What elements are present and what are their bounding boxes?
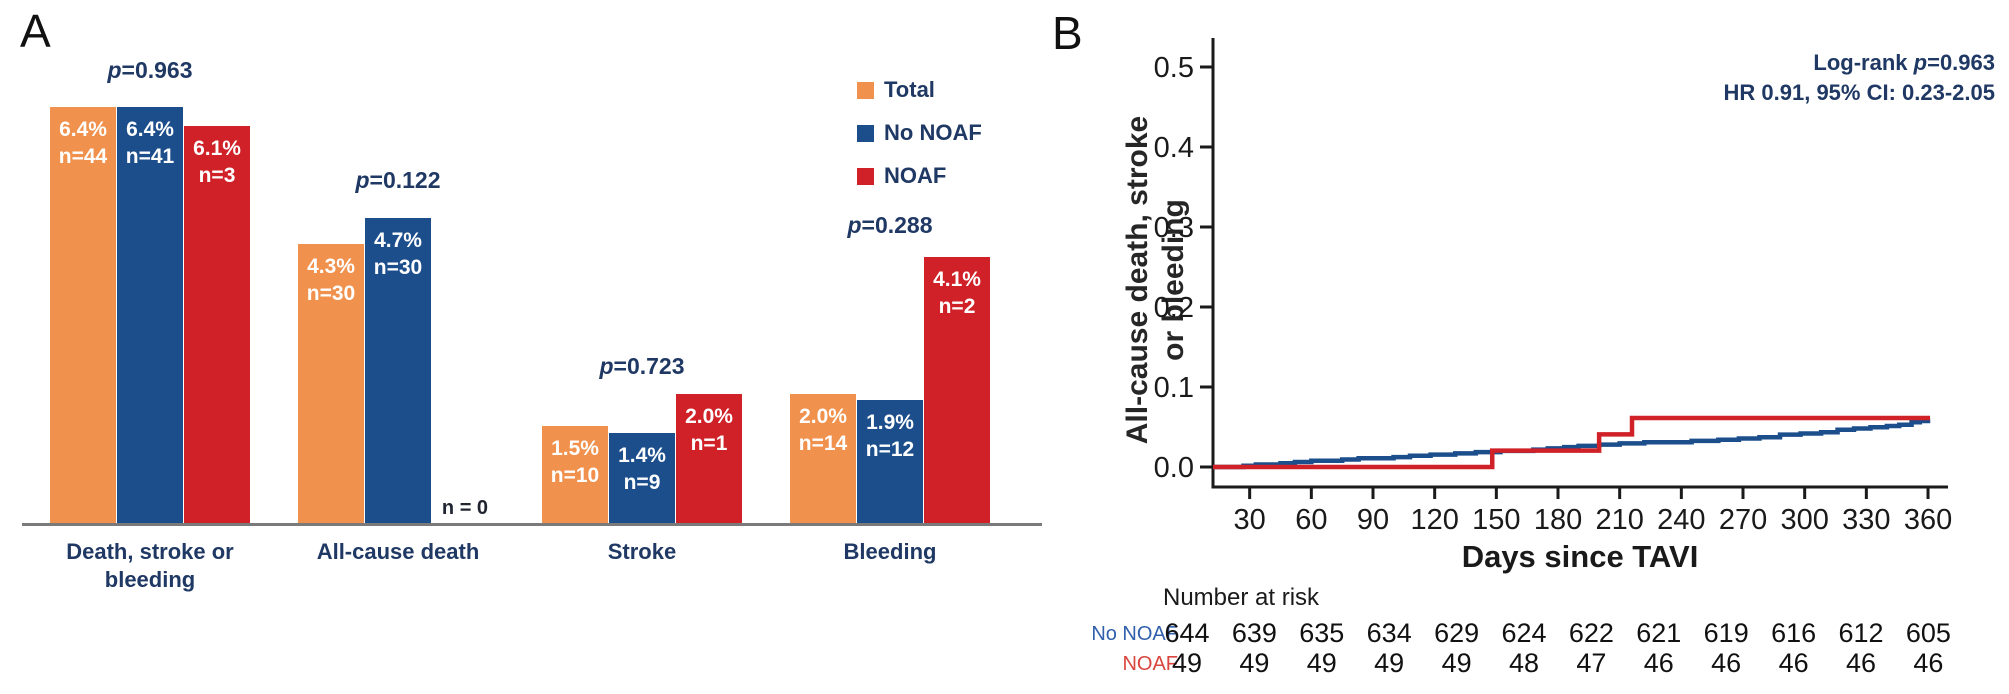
p-value-bleeding: p=0.288 bbox=[847, 212, 933, 238]
risk-value-noaf-col2: 49 bbox=[1239, 648, 1270, 678]
risk-value-noaf-col1: 49 bbox=[1171, 648, 1203, 678]
bar-no-noaf-all-cause-death: 4.7% n=30 bbox=[365, 218, 431, 524]
bar-value-label: 6.4% n=44 bbox=[58, 118, 108, 168]
risk-value-noaf-col4: 49 bbox=[1374, 648, 1405, 678]
risk-value-no-noaf-col9: 619 bbox=[1703, 618, 1749, 648]
missing-bar-label-noaf-all-cause-death: n = 0 bbox=[441, 497, 489, 519]
risk-value-no-noaf-col4: 634 bbox=[1366, 618, 1412, 648]
risk-value-no-noaf-col2: 639 bbox=[1231, 618, 1277, 648]
risk-row-label-no-noaf: No NOAF bbox=[1091, 623, 1178, 645]
x-tick-label: 210 bbox=[1595, 504, 1643, 536]
risk-value-no-noaf-col11: 612 bbox=[1838, 618, 1884, 648]
bar-total-death-stroke-or-bleeding: 6.4% n=44 bbox=[50, 107, 116, 524]
y-tick-label: 0.1 bbox=[1154, 372, 1194, 404]
x-tick-label: 30 bbox=[1234, 504, 1266, 536]
x-tick-label: 180 bbox=[1534, 504, 1582, 536]
bar-total-stroke: 1.5% n=10 bbox=[542, 426, 608, 524]
km-annotation-line: HR 0.91, 95% CI: 0.23-2.05 bbox=[1723, 80, 1995, 105]
risk-value-noaf-col9: 46 bbox=[1711, 648, 1742, 678]
bar-value-label: 4.1% n=2 bbox=[933, 268, 981, 318]
x-tick-label: 90 bbox=[1357, 504, 1389, 536]
bar-noaf-bleeding: 4.1% n=2 bbox=[924, 257, 990, 524]
x-tick-label: 120 bbox=[1410, 504, 1458, 536]
category-label-bleeding: Bleeding bbox=[843, 539, 937, 564]
bar-value-label: 6.4% n=41 bbox=[125, 118, 175, 168]
bar-no-noaf-stroke: 1.4% n=9 bbox=[609, 433, 675, 524]
legend-item-noaf: NOAF bbox=[857, 163, 947, 188]
bar-noaf-death-stroke-or-bleeding: 6.1% n=3 bbox=[184, 126, 250, 524]
bar-no-noaf-death-stroke-or-bleeding: 6.4% n=41 bbox=[117, 107, 183, 524]
km-axes bbox=[1211, 38, 1948, 489]
risk-value-noaf-col7: 47 bbox=[1576, 648, 1607, 678]
risk-value-no-noaf-col12: 605 bbox=[1905, 618, 1951, 648]
y-tick-label: 0.5 bbox=[1154, 52, 1194, 84]
p-value-all-cause-death: p=0.122 bbox=[355, 167, 441, 193]
x-tick-label: 270 bbox=[1719, 504, 1767, 536]
bar-total-all-cause-death: 4.3% n=30 bbox=[298, 244, 364, 524]
legend-item-no-noaf: No NOAF bbox=[857, 120, 982, 145]
x-tick-label: 300 bbox=[1780, 504, 1828, 536]
panel-b-x-axis-label: Days since TAVI bbox=[1461, 539, 1699, 574]
x-tick-label: 60 bbox=[1295, 504, 1327, 536]
legend-item-total: Total bbox=[857, 77, 935, 102]
panel-a-baseline-axis bbox=[22, 523, 1042, 526]
y-tick-label: 0.4 bbox=[1154, 132, 1194, 164]
legend-swatch-noaf bbox=[857, 167, 874, 185]
bar-value-label: 4.7% n=30 bbox=[373, 229, 423, 279]
risk-value-no-noaf-col7: 622 bbox=[1568, 618, 1614, 648]
risk-value-noaf-col8: 46 bbox=[1643, 648, 1674, 678]
p-value-death-stroke-or-bleeding: p=0.963 bbox=[107, 57, 193, 83]
km-plot: 0.0 0.1 0.2 0.3 0.4 0.5 30 60 90 120 150 180 210 240 2… bbox=[1154, 38, 1952, 536]
bar-value-label: 4.3% n=30 bbox=[306, 255, 356, 305]
panel-a-letter: A bbox=[20, 5, 51, 57]
y-tick-label: 0.3 bbox=[1154, 212, 1194, 244]
km-curve-no-noaf bbox=[1213, 417, 1931, 470]
x-tick-label: 240 bbox=[1657, 504, 1705, 536]
risk-value-noaf-col11: 46 bbox=[1845, 648, 1877, 678]
bar-value-label: 2.0% n=1 bbox=[685, 405, 733, 455]
panel-b-letter: B bbox=[1052, 7, 1083, 59]
risk-value-no-noaf-col3: 635 bbox=[1299, 618, 1345, 648]
bar-total-bleeding: 2.0% n=14 bbox=[790, 394, 856, 524]
legend-label: Total bbox=[884, 77, 935, 102]
risk-value-noaf-col12: 46 bbox=[1913, 648, 1944, 678]
bar-value-label: 1.9% n=12 bbox=[865, 411, 915, 461]
risk-value-no-noaf-col5: 629 bbox=[1434, 618, 1480, 648]
x-tick-label: 360 bbox=[1904, 504, 1952, 536]
km-annotation-line: Log-rank p=0.963 bbox=[1813, 50, 1995, 75]
risk-value-no-noaf-col8: 621 bbox=[1636, 618, 1682, 648]
legend-swatch-no-noaf bbox=[857, 124, 874, 142]
bar-value-label: 1.5% n=10 bbox=[550, 437, 600, 487]
category-label-all-cause-death: All-cause death bbox=[316, 539, 480, 564]
category-label-stroke: Stroke bbox=[607, 539, 677, 564]
y-tick-label: 0.0 bbox=[1154, 452, 1194, 484]
x-tick-label: 150 bbox=[1472, 504, 1520, 536]
bar-value-label: 2.0% n=14 bbox=[798, 405, 848, 455]
legend-label: NOAF bbox=[884, 163, 947, 188]
risk-value-no-noaf-col1: 644 bbox=[1164, 618, 1210, 648]
bar-value-label: 6.1% n=3 bbox=[193, 137, 241, 187]
risk-value-no-noaf-col10: 616 bbox=[1771, 618, 1817, 648]
bar-no-noaf-bleeding: 1.9% n=12 bbox=[857, 400, 923, 524]
legend-swatch-total bbox=[857, 81, 874, 99]
km-curve-noaf bbox=[1213, 415, 1931, 470]
km-annotation: Log-rank p=0.963 HR 0.91, 95% CI: 0.23-2.… bbox=[1724, 48, 1995, 108]
risk-row-label-noaf: NOAF bbox=[1122, 653, 1178, 675]
p-value-stroke: p=0.723 bbox=[599, 353, 685, 379]
legend-label: No NOAF bbox=[884, 120, 982, 145]
risk-value-noaf-col5: 49 bbox=[1441, 648, 1472, 678]
bar-noaf-stroke: 2.0% n=1 bbox=[676, 394, 742, 524]
risk-table-title: Number at risk bbox=[1163, 584, 1320, 611]
risk-value-no-noaf-col6: 624 bbox=[1501, 618, 1547, 648]
risk-value-noaf-col3: 49 bbox=[1306, 648, 1337, 678]
x-tick-label: 330 bbox=[1842, 504, 1890, 536]
y-tick-label: 0.2 bbox=[1154, 292, 1194, 324]
bar-value-label: 1.4% n=9 bbox=[618, 444, 666, 494]
category-label-death-stroke-or-bleeding: Death, stroke or bleeding bbox=[66, 539, 234, 592]
risk-value-noaf-col10: 46 bbox=[1778, 648, 1809, 678]
risk-value-noaf-col6: 48 bbox=[1508, 648, 1540, 678]
